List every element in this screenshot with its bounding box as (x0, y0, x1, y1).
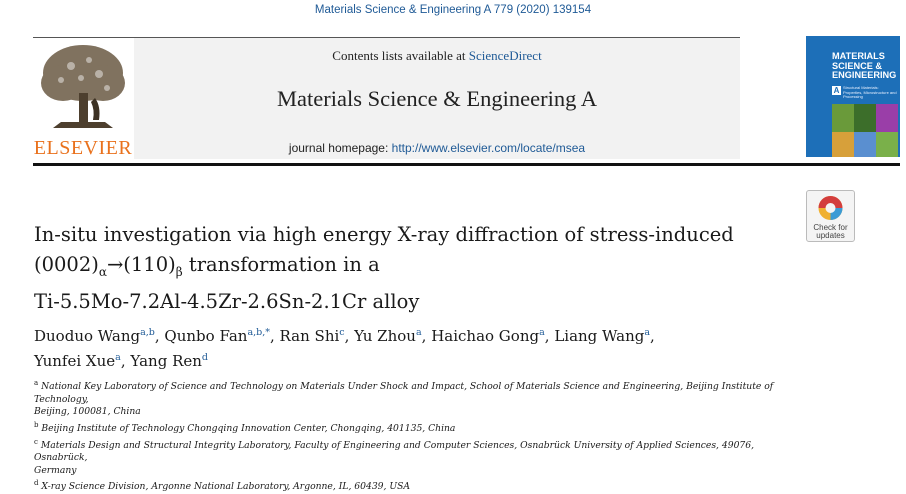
author-list: Duoduo Wanga,b, Qunbo Fana,b,*, Ran Shic… (34, 322, 794, 372)
affiliation-marker[interactable]: a (539, 327, 545, 338)
title-line-2-part: (0002) (34, 252, 99, 276)
elsevier-wordmark: ELSEVIER (33, 137, 133, 159)
affiliation-label: a (34, 379, 39, 387)
affiliation-marker[interactable]: a,b,* (247, 327, 270, 338)
author-name[interactable]: Duoduo Wang (34, 327, 141, 345)
journal-title: Materials Science & Engineering A (277, 86, 597, 111)
affiliation-text: Germany (34, 464, 77, 476)
crossmark-label-line: updates (816, 231, 845, 240)
author-name[interactable]: Ran Shi (279, 327, 340, 345)
affiliation-item: d X-ray Science Division, Argonne Nation… (34, 477, 794, 494)
affiliation-text: National Key Laboratory of Science and T… (34, 381, 774, 405)
homepage-prefix: journal homepage: (288, 141, 392, 155)
crossmark-label: Check for updates (807, 224, 854, 240)
title-line-2-part: →(110) (106, 252, 176, 276)
affiliation-marker[interactable]: a (415, 327, 422, 338)
affiliation-label: d (34, 479, 39, 488)
affiliation-item: b Beijing Institute of Technology Chongq… (34, 419, 794, 436)
sciencedirect-link[interactable]: ScienceDirect (468, 48, 542, 63)
author-separator: , (650, 327, 655, 345)
affiliation-marker[interactable]: a (644, 327, 651, 338)
affiliation-text: Materials Design and Structural Integrit… (34, 439, 755, 464)
title-line: Ti-5.5Mo-7.2Al-4.5Zr-2.6Sn-2.1Cr alloy (34, 289, 420, 313)
author-separator: , (544, 327, 555, 345)
author-name[interactable]: Yang Ren (130, 352, 202, 370)
title-subscript: α (98, 264, 107, 279)
cover-title-line: MATERIALS (832, 51, 885, 61)
affiliation-text: Beijing, 100081, China (34, 406, 141, 418)
article-title: In-situ investigation via high energy X-… (34, 220, 794, 316)
citation-header[interactable]: Materials Science & Engineering A 779 (2… (314, 4, 592, 16)
affiliation-list: a National Key Laboratory of Science and… (34, 377, 794, 494)
cover-title-line: ENGINEERING (832, 70, 897, 80)
author-separator: , (344, 327, 355, 345)
affiliation-marker[interactable]: a,b (140, 327, 155, 338)
elsevier-tree-logo (33, 38, 133, 160)
journal-masthead (33, 37, 740, 160)
masthead-rule (33, 163, 900, 166)
masthead-center-panel (134, 38, 740, 159)
crossmark-label-line: Check for (813, 223, 848, 232)
author-name[interactable]: Yunfei Xue (34, 352, 116, 370)
cover-title: MATERIALS SCIENCE & ENGINEERING (832, 51, 898, 81)
author-separator: , (269, 327, 280, 345)
affiliation-text: X-ray Science Division, Argonne National… (41, 481, 411, 493)
cover-image-mosaic (832, 104, 898, 157)
check-for-updates-badge[interactable]: Check for updates (806, 190, 855, 242)
title-line: In-situ investigation via high energy X-… (34, 223, 734, 246)
affiliation-item: a National Key Laboratory of Science and… (34, 377, 794, 419)
cover-title-line: SCIENCE & (832, 60, 883, 71)
affiliation-text: Beijing Institute of Technology Chongqin… (41, 422, 456, 434)
cover-section-letter: A (832, 86, 841, 95)
author-separator: , (154, 327, 165, 345)
author-name[interactable]: Haichao Gong (431, 327, 540, 345)
title-line-2-part: transformation in a (182, 252, 380, 276)
crossmark-icon (818, 196, 843, 220)
title-subscript: β (175, 264, 183, 279)
homepage-link[interactable]: http://www.elsevier.com/locate/msea (391, 141, 586, 155)
author-name[interactable]: Qunbo Fan (164, 327, 248, 345)
affiliation-marker[interactable]: d (201, 352, 208, 363)
author-name[interactable]: Yu Zhou (354, 327, 416, 345)
journal-cover-thumbnail[interactable]: MATERIALS SCIENCE & ENGINEERING A Struct… (806, 36, 900, 157)
affiliation-label: c (34, 437, 38, 446)
affiliation-item: c Materials Design and Structural Integr… (34, 436, 794, 478)
affiliation-marker[interactable]: c (339, 327, 345, 338)
journal-homepage-line: journal homepage: http://www.elsevier.co… (134, 141, 740, 155)
author-separator: , (421, 327, 432, 345)
cover-subtitle: Structural Materials: Properties, Micros… (843, 85, 897, 100)
author-separator: , (120, 352, 131, 370)
affiliation-label: b (34, 420, 39, 429)
author-name[interactable]: Liang Wang (554, 327, 645, 345)
contents-line: Contents lists available at ScienceDirec… (134, 48, 740, 64)
affiliation-marker[interactable]: a (115, 352, 121, 363)
contents-prefix: Contents lists available at (332, 48, 469, 63)
